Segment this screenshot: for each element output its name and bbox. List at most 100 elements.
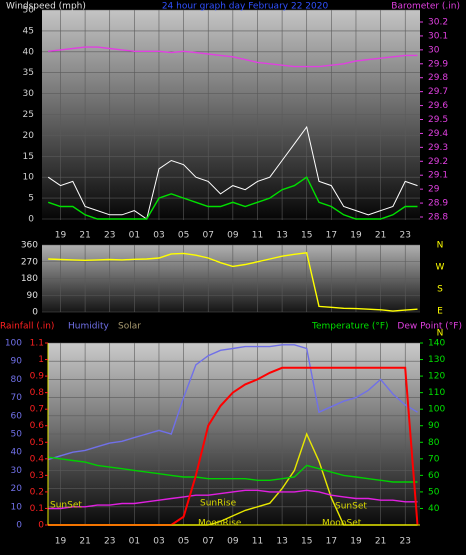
- temperature-tick-label: 130: [428, 355, 445, 365]
- x-tick-label: 07: [202, 537, 213, 547]
- rain-tick-label: 0.9: [30, 372, 45, 382]
- compass-label: E: [437, 307, 443, 317]
- temperature-tick-label: 90: [428, 421, 440, 431]
- x-tick-label: 07: [202, 231, 213, 241]
- x-tick-label: 05: [178, 231, 189, 241]
- y2-tick-label: 30.2: [428, 18, 448, 28]
- x-tick-label: 17: [326, 231, 337, 241]
- annotation: SunRise: [200, 499, 237, 509]
- rain-title: Rainfall (.in): [0, 322, 54, 332]
- x-tick-label: 13: [276, 231, 287, 241]
- y2-tick-label: 30: [428, 45, 440, 55]
- y-tick-label: 180: [21, 274, 38, 284]
- x-tick-label: 21: [375, 231, 386, 241]
- y2-tick-label: 29: [428, 185, 440, 195]
- y-tick-label: 270: [21, 257, 38, 267]
- x-tick-label: 17: [326, 537, 337, 547]
- x-tick-label: 11: [252, 537, 263, 547]
- series-line: [48, 456, 418, 483]
- annotation: SunSet: [335, 502, 367, 512]
- rain-tick-label: 0.6: [30, 421, 45, 431]
- solar-title: Solar: [118, 322, 141, 332]
- chart-title: 24 hour graph day February 22 2020: [162, 2, 329, 12]
- humidity-tick-label: 40: [11, 448, 23, 458]
- x-tick-label: 19: [55, 537, 67, 547]
- rain-tick-label: 1: [38, 355, 44, 365]
- x-tick-label: 23: [104, 231, 115, 241]
- humidity-tick-label: 80: [11, 375, 23, 385]
- y2-axis-title: Barometer (.in): [391, 2, 460, 12]
- y2-tick-label: 29.5: [428, 115, 448, 125]
- humidity-tick-label: 20: [11, 484, 23, 494]
- y-tick-label: 360: [21, 241, 38, 251]
- humidity-title: Humidity: [68, 322, 109, 332]
- rain-tick-label: 0.5: [30, 438, 44, 448]
- plot-area: [42, 10, 420, 220]
- x-tick-label: 09: [227, 231, 239, 241]
- y2-tick-label: 29.6: [428, 101, 448, 111]
- y-axis-title: Windspeed (mph): [6, 2, 86, 12]
- rain-tick-label: 0: [38, 521, 44, 531]
- temperature-tick-label: 100: [428, 405, 445, 415]
- y-tick-label: 35: [23, 68, 34, 78]
- humidity-tick-label: 30: [11, 466, 23, 476]
- x-tick-label: 19: [55, 231, 67, 241]
- y-tick-label: 90: [27, 291, 39, 301]
- series-line: [48, 252, 418, 312]
- series-line: [48, 489, 418, 510]
- x-tick-label: 01: [129, 537, 140, 547]
- humidity-tick-label: 50: [11, 430, 23, 440]
- x-tick-label: 23: [399, 537, 410, 547]
- y-tick-label: 15: [23, 152, 34, 162]
- series-line: [47, 125, 418, 220]
- x-tick-label: 13: [276, 537, 287, 547]
- rain-tick-label: 0.1: [30, 504, 44, 514]
- x-tick-label: 01: [129, 231, 140, 241]
- temperature-tick-label: 110: [428, 388, 445, 398]
- y2-tick-label: 29.2: [428, 157, 448, 167]
- y2-tick-label: 29.1: [428, 171, 448, 181]
- y-tick-label: 50: [23, 6, 35, 16]
- y2-tick-label: 29.4: [428, 129, 448, 139]
- x-tick-label: 05: [178, 537, 189, 547]
- temperature-title: Temperature (°F): [311, 322, 389, 332]
- humidity-tick-label: 90: [11, 357, 23, 367]
- temperature-tick-label: 60: [428, 471, 440, 481]
- rain-tick-label: 0.8: [30, 388, 45, 398]
- y-tick-label: 5: [28, 194, 34, 204]
- rain-tick-label: 0.4: [30, 454, 45, 464]
- series-line: [47, 344, 418, 461]
- humidity-tick-label: 0: [16, 521, 22, 531]
- compass-label: N: [437, 241, 444, 251]
- annotation: MoonSet: [322, 519, 362, 529]
- series-line: [47, 176, 418, 220]
- y2-tick-label: 28.9: [428, 199, 448, 209]
- y-tick-label: 25: [23, 110, 34, 120]
- series-line: [48, 46, 418, 68]
- y-tick-label: 45: [23, 26, 34, 36]
- rain-tick-label: 0.7: [30, 405, 44, 415]
- dew-title: Dew Point (°F): [397, 322, 462, 332]
- humidity-tick-label: 70: [11, 393, 23, 403]
- x-tick-label: 23: [399, 231, 410, 241]
- x-tick-label: 15: [301, 537, 312, 547]
- temperature-tick-label: 40: [428, 504, 440, 514]
- annotation: MoonRise: [198, 519, 242, 529]
- humidity-tick-label: 10: [11, 502, 23, 512]
- x-tick-label: 19: [350, 231, 362, 241]
- x-tick-label: 21: [375, 537, 386, 547]
- y2-tick-label: 29.7: [428, 87, 448, 97]
- temperature-tick-label: 50: [428, 487, 440, 497]
- x-tick-label: 11: [252, 231, 263, 241]
- humidity-tick-label: 100: [5, 339, 22, 349]
- temperature-tick-label: 70: [428, 454, 440, 464]
- temperature-tick-label: 80: [428, 438, 440, 448]
- x-tick-label: 21: [79, 231, 90, 241]
- compass-label: W: [436, 263, 445, 273]
- rain-tick-label: 0.3: [30, 471, 44, 481]
- y-tick-label: 0: [28, 215, 34, 225]
- annotation: SunSet: [50, 501, 82, 511]
- y2-tick-label: 29.8: [428, 73, 448, 83]
- x-tick-label: 09: [227, 537, 239, 547]
